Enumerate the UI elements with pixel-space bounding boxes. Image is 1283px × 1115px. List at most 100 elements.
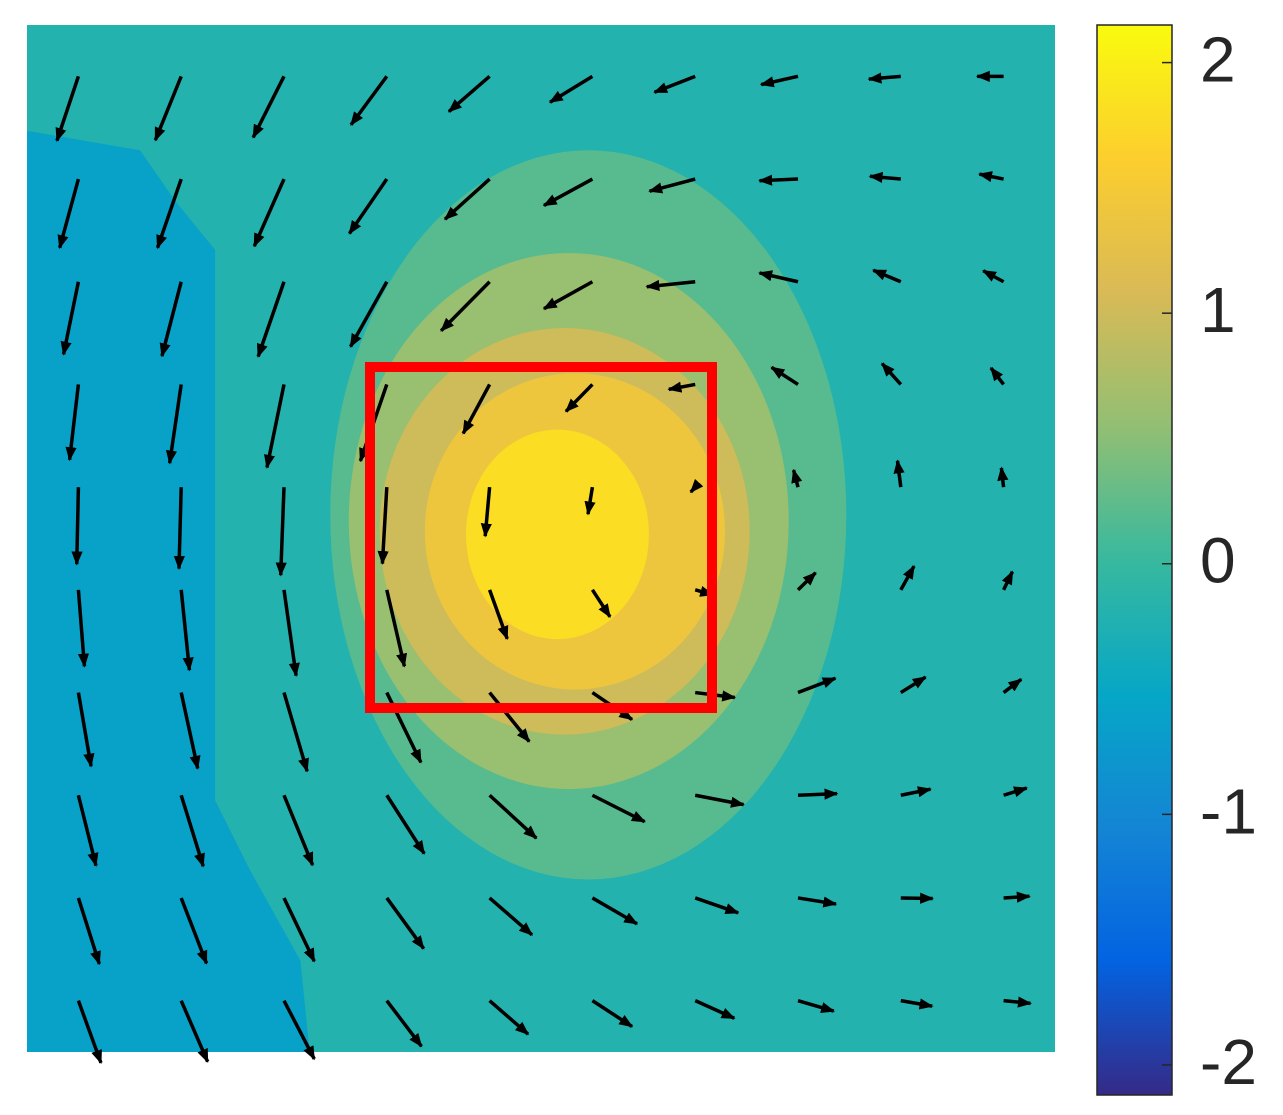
arrow — [978, 171, 1004, 183]
arrow — [900, 786, 932, 798]
arrow — [65, 384, 81, 462]
contour-level — [465, 429, 649, 640]
arrow — [282, 897, 316, 963]
arrow — [256, 281, 286, 358]
arrow — [893, 459, 905, 488]
arrow — [758, 270, 799, 284]
arrow — [385, 589, 408, 668]
arrow — [480, 486, 492, 538]
arrow — [759, 74, 799, 88]
arrow — [1001, 570, 1014, 591]
arrow — [165, 384, 183, 465]
arrow — [487, 589, 509, 641]
arrow — [880, 362, 903, 386]
arrow — [282, 589, 300, 678]
arrow — [584, 486, 596, 516]
arrow — [770, 365, 799, 386]
arrow — [282, 794, 315, 867]
arrow — [461, 383, 492, 435]
arrow — [55, 75, 81, 143]
arrow — [57, 178, 81, 250]
arrow — [488, 999, 530, 1036]
arrow — [900, 892, 935, 904]
arrow — [648, 177, 696, 194]
arrow — [348, 280, 389, 348]
arrow — [542, 177, 594, 207]
arrow — [263, 384, 286, 469]
quiver — [55, 70, 1032, 1065]
arrow — [590, 588, 612, 618]
level-region — [27, 130, 310, 1052]
arrow — [797, 896, 838, 908]
highlight-box — [365, 362, 717, 713]
arrow — [542, 280, 594, 311]
contour-field — [27, 25, 1055, 1052]
arrow — [796, 571, 817, 592]
arrow — [76, 794, 99, 868]
arrow — [173, 487, 185, 570]
colorbar-tick-label: 2 — [1200, 23, 1236, 95]
arrow — [155, 178, 183, 250]
arrow — [275, 487, 287, 577]
arrow — [591, 896, 639, 926]
arrow — [564, 383, 594, 413]
arrow — [488, 691, 531, 743]
arrow — [282, 999, 316, 1061]
arrow — [252, 178, 286, 248]
arrow — [1003, 996, 1032, 1008]
arrow — [667, 381, 696, 393]
arrow — [653, 74, 696, 94]
colorbar-gradient — [1096, 24, 1173, 1096]
arrow — [997, 466, 1009, 488]
arrow — [447, 75, 491, 113]
arrow — [689, 478, 704, 494]
arrow — [758, 174, 799, 186]
arrow — [1003, 891, 1031, 903]
arrow — [694, 999, 736, 1020]
arrow — [982, 269, 1005, 284]
arrow — [179, 589, 194, 672]
arrow — [1002, 677, 1023, 694]
arrow — [899, 675, 927, 695]
arrow — [791, 468, 803, 488]
arrow — [349, 75, 389, 126]
arrow — [868, 171, 901, 183]
arrow — [645, 279, 696, 291]
arrow — [899, 564, 916, 591]
arrow — [989, 366, 1005, 386]
arrow — [282, 692, 309, 773]
arrow — [76, 897, 101, 966]
colorbar: -2 -1 0 1 2 — [1096, 23, 1257, 1098]
arrow — [76, 1000, 103, 1065]
colorbar-tick-label: 0 — [1200, 525, 1236, 597]
arrow — [76, 692, 95, 768]
arrow — [385, 794, 426, 855]
arrow — [591, 793, 646, 824]
colorbar-tick-label: 1 — [1200, 274, 1236, 346]
arrow — [694, 896, 740, 915]
arrow — [591, 999, 634, 1028]
arrow — [797, 998, 836, 1013]
arrow — [179, 897, 209, 965]
colorbar-tick-label: -1 — [1200, 775, 1257, 847]
arrow — [60, 281, 81, 356]
colorbar-tick-label: -2 — [1200, 1026, 1257, 1098]
arrow — [179, 692, 201, 770]
arrow — [159, 281, 183, 358]
arrow — [179, 999, 210, 1063]
arrow — [694, 793, 745, 808]
arrow — [488, 793, 538, 840]
arrow — [797, 788, 839, 800]
arrow — [385, 999, 423, 1048]
arrow — [872, 268, 902, 284]
arrow — [797, 676, 837, 695]
arrow — [347, 178, 389, 235]
arrow — [179, 794, 205, 868]
arrow — [488, 896, 534, 937]
arrow — [153, 75, 183, 142]
arrow — [385, 896, 426, 950]
arrow — [377, 487, 389, 565]
arrow — [76, 589, 90, 668]
